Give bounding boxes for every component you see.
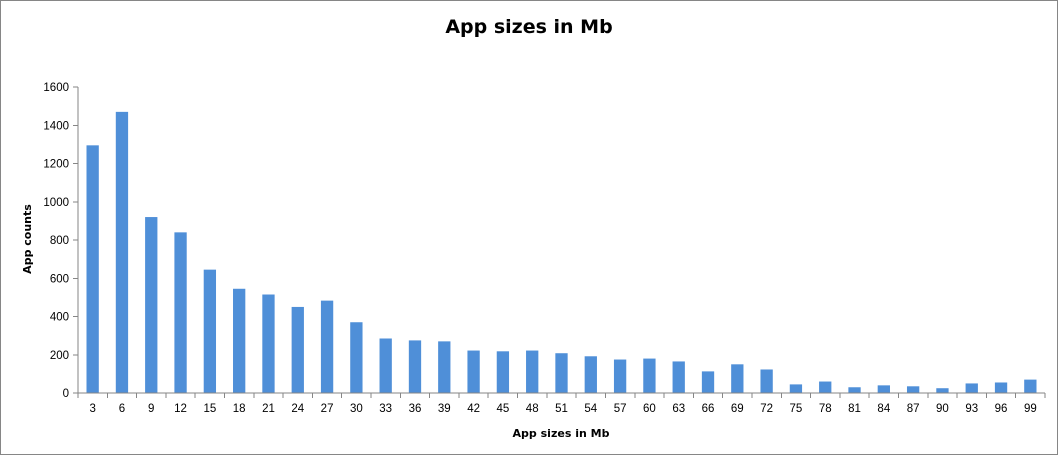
bar-72 — [760, 369, 773, 393]
bar-45 — [496, 351, 510, 393]
bar-75 — [789, 384, 803, 393]
x-tick-label: 48 — [526, 403, 539, 415]
x-tick-label: 15 — [203, 403, 216, 415]
bar-3 — [86, 145, 99, 393]
bar-42 — [467, 350, 480, 393]
bar-51 — [555, 353, 568, 393]
bar-84 — [877, 385, 890, 393]
x-tick-label: 9 — [148, 403, 154, 415]
x-tick-label: 69 — [731, 403, 744, 415]
x-tick-label: 57 — [614, 403, 627, 415]
x-tick-label: 99 — [1024, 403, 1037, 415]
y-tick-label: 1600 — [43, 82, 69, 94]
x-tick-label: 39 — [438, 403, 451, 415]
bar-39 — [438, 341, 451, 393]
x-tick-label: 12 — [174, 403, 187, 415]
x-tick-label: 81 — [848, 403, 861, 415]
y-tick-label: 1400 — [43, 120, 69, 132]
bar-33 — [379, 338, 392, 393]
x-tick-label: 72 — [760, 403, 773, 415]
x-tick-label: 42 — [467, 403, 480, 415]
bar-87 — [906, 386, 920, 393]
bar-27 — [320, 300, 334, 393]
y-tick-label: 600 — [50, 273, 69, 285]
x-tick-label: 60 — [643, 403, 656, 415]
x-tick-label: 36 — [409, 403, 422, 415]
bar-12 — [174, 232, 187, 393]
x-tick-label: 66 — [702, 403, 715, 415]
bar-78 — [819, 381, 832, 393]
bar-54 — [584, 356, 597, 393]
bar-30 — [350, 322, 363, 393]
bar-96 — [994, 382, 1008, 393]
bar-69 — [731, 364, 744, 393]
x-tick-label: 3 — [89, 403, 95, 415]
bar-99 — [1024, 379, 1037, 393]
bar-81 — [848, 387, 861, 393]
bar-93 — [965, 383, 978, 393]
x-tick-label: 54 — [584, 403, 597, 415]
chart-title: App sizes in Mb — [445, 16, 612, 38]
bar-36 — [408, 340, 422, 393]
x-tick-label: 27 — [321, 403, 334, 415]
x-tick-label: 84 — [877, 403, 890, 415]
y-tick-label: 800 — [50, 235, 69, 247]
bar-60 — [643, 358, 656, 393]
x-tick-label: 45 — [496, 403, 509, 415]
bar-66 — [701, 371, 715, 393]
bar-15 — [203, 269, 217, 393]
x-axis-title: App sizes in Mb — [513, 427, 610, 440]
y-tick-label: 1200 — [43, 159, 69, 171]
bar-6 — [115, 111, 129, 394]
bar-57 — [613, 359, 627, 393]
y-tick-label: 200 — [50, 350, 69, 362]
x-tick-label: 75 — [790, 403, 803, 415]
x-tick-label: 51 — [555, 403, 568, 415]
y-axis-title: App counts — [21, 204, 34, 274]
x-tick-label: 96 — [995, 403, 1008, 415]
x-tick-label: 21 — [262, 403, 275, 415]
bar-48 — [526, 350, 539, 393]
y-tick-label: 1000 — [43, 197, 69, 209]
bar-63 — [672, 361, 685, 393]
bar-18 — [233, 288, 246, 393]
x-tick-label: 93 — [965, 403, 978, 415]
bar-21 — [262, 294, 275, 393]
x-tick-label: 30 — [350, 403, 363, 415]
bar-90 — [936, 388, 949, 393]
x-tick-label: 6 — [119, 403, 125, 415]
x-tick-label: 63 — [672, 403, 685, 415]
x-tick-label: 87 — [907, 403, 920, 415]
bar-24 — [291, 306, 304, 393]
y-tick-label: 0 — [63, 388, 69, 400]
x-tick-label: 33 — [379, 403, 392, 415]
y-axis: 0 200 400 600 800 1000 1200 1400 1600 — [43, 82, 79, 400]
bar-series — [86, 111, 1037, 394]
x-tick-label: 24 — [291, 403, 304, 415]
x-tick-label: 90 — [936, 403, 949, 415]
bar-9 — [145, 217, 158, 393]
x-axis: 3 6 9 12 15 18 21 24 27 30 33 36 39 42 45 48 51 54 57 60 63 6… — [77, 392, 1046, 415]
x-tick-label: 18 — [233, 403, 246, 415]
x-tick-label: 78 — [819, 403, 832, 415]
y-tick-label: 400 — [50, 312, 69, 324]
